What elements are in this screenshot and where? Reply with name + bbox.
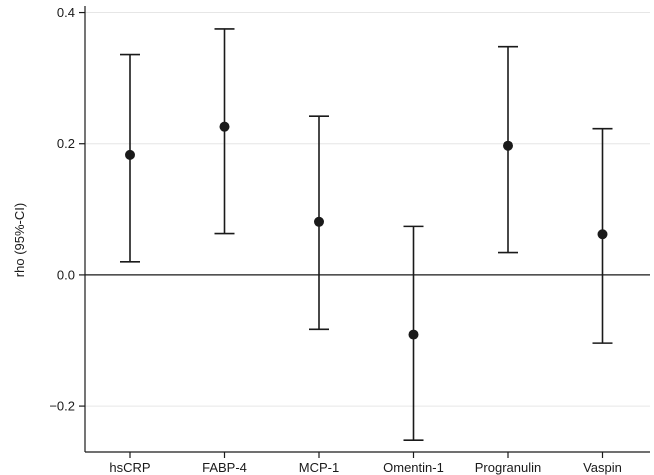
axes — [84, 6, 650, 453]
x-tick-label-vaspin: Vaspin — [583, 460, 622, 475]
y-ticks: −0.2 0.0 0.2 0.4 — [49, 5, 85, 414]
point-hscrp — [125, 149, 135, 160]
point-fabp-4 — [219, 121, 230, 132]
x-tick-label-hscrp: hsCRP — [109, 460, 150, 475]
y-tick-label-3: 0.4 — [57, 5, 75, 20]
x-tick-label-omentin-1: Omentin-1 — [383, 460, 444, 475]
y-tick-label-1: 0.0 — [57, 267, 75, 282]
point-mcp-1 — [314, 216, 324, 227]
x-tick-label-progranulin: Progranulin — [475, 460, 542, 475]
point-vaspin — [597, 229, 608, 240]
point-progranulin — [503, 140, 513, 151]
x-ticks: hsCRP FABP-4 MCP-1 Omentin-1 Progranulin Vasp… — [109, 452, 622, 475]
data-marks — [120, 28, 613, 441]
x-tick-label-mcp-1: MCP-1 — [299, 460, 339, 475]
point-omentin-1 — [408, 329, 419, 340]
y-tick-label-0: −0.2 — [49, 399, 75, 414]
y-tick-label-2: 0.2 — [57, 136, 75, 151]
x-tick-label-fabp-4: FABP-4 — [202, 460, 247, 475]
y-axis-label: rho (95%-CI) — [12, 203, 27, 277]
gridlines — [85, 12, 650, 407]
